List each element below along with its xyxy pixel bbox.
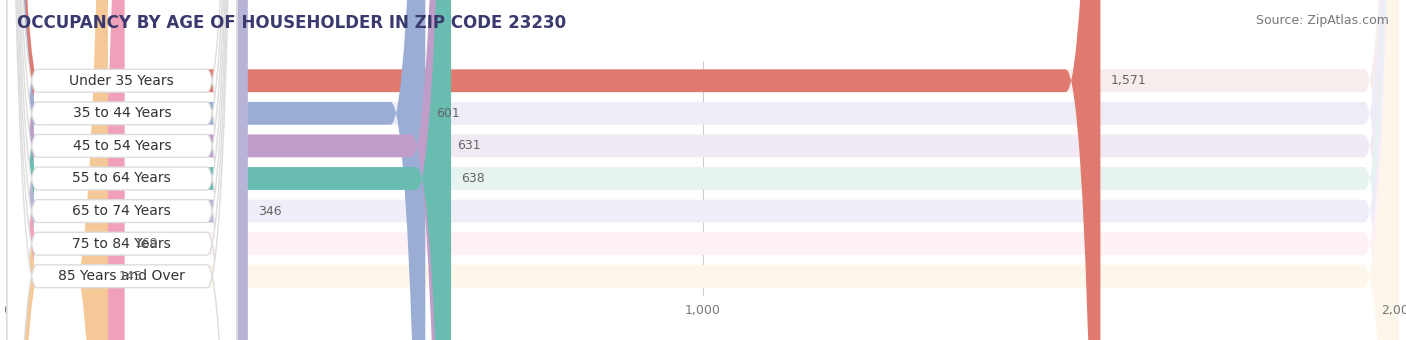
FancyBboxPatch shape: [7, 0, 108, 340]
FancyBboxPatch shape: [7, 0, 1399, 340]
Text: 346: 346: [259, 205, 281, 218]
FancyBboxPatch shape: [7, 0, 425, 340]
FancyBboxPatch shape: [7, 0, 1101, 340]
FancyBboxPatch shape: [7, 0, 1399, 340]
Text: 75 to 84 Years: 75 to 84 Years: [73, 237, 172, 251]
FancyBboxPatch shape: [7, 0, 236, 340]
FancyBboxPatch shape: [7, 0, 236, 340]
FancyBboxPatch shape: [7, 0, 236, 340]
Text: 601: 601: [436, 107, 460, 120]
FancyBboxPatch shape: [7, 0, 236, 340]
Text: 169: 169: [135, 237, 159, 250]
FancyBboxPatch shape: [7, 0, 247, 340]
Text: 145: 145: [118, 270, 142, 283]
FancyBboxPatch shape: [7, 0, 125, 340]
Text: 1,571: 1,571: [1111, 74, 1146, 87]
Text: 85 Years and Over: 85 Years and Over: [59, 269, 186, 283]
FancyBboxPatch shape: [7, 0, 446, 340]
Text: 65 to 74 Years: 65 to 74 Years: [73, 204, 172, 218]
Text: Source: ZipAtlas.com: Source: ZipAtlas.com: [1256, 14, 1389, 27]
Text: OCCUPANCY BY AGE OF HOUSEHOLDER IN ZIP CODE 23230: OCCUPANCY BY AGE OF HOUSEHOLDER IN ZIP C…: [17, 14, 567, 32]
Text: 55 to 64 Years: 55 to 64 Years: [73, 171, 172, 186]
FancyBboxPatch shape: [7, 0, 1399, 340]
Text: 35 to 44 Years: 35 to 44 Years: [73, 106, 172, 120]
FancyBboxPatch shape: [7, 0, 451, 340]
FancyBboxPatch shape: [7, 0, 1399, 340]
FancyBboxPatch shape: [7, 0, 1399, 340]
Text: 45 to 54 Years: 45 to 54 Years: [73, 139, 172, 153]
FancyBboxPatch shape: [7, 0, 236, 340]
FancyBboxPatch shape: [7, 0, 236, 340]
Text: 631: 631: [457, 139, 481, 152]
FancyBboxPatch shape: [7, 0, 1399, 340]
FancyBboxPatch shape: [7, 0, 236, 340]
Text: Under 35 Years: Under 35 Years: [69, 74, 174, 88]
FancyBboxPatch shape: [7, 0, 1399, 340]
Text: 638: 638: [461, 172, 485, 185]
